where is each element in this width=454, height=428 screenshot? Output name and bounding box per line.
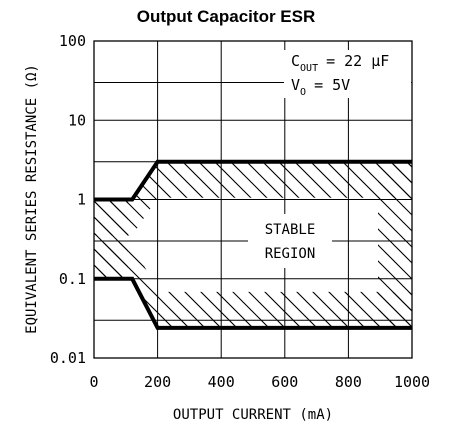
- vo-annotation: VO = 5V: [291, 76, 350, 98]
- boundary-curve-upper: [94, 159, 412, 202]
- hatch-line: [414, 41, 454, 358]
- hatch-line: [94, 242, 220, 328]
- x-tick-label: 800: [335, 373, 362, 391]
- vo-symbol: V: [291, 76, 300, 94]
- series-group: [94, 159, 412, 330]
- hatch-line: [0, 41, 27, 358]
- hatch-line: [94, 242, 396, 328]
- hatch-line: [430, 41, 454, 358]
- y-tick-label: 0.1: [59, 270, 86, 288]
- x-tick-labels: 0 200 400 600 800 1000: [89, 373, 430, 391]
- hatch-line: [109, 242, 412, 328]
- hatch-line: [94, 161, 300, 236]
- hatch-line: [94, 242, 204, 328]
- hatch-line: [94, 242, 236, 328]
- y-tick-labels: 0.01 0.1 1 10 100: [50, 32, 86, 367]
- hatch-line: [0, 41, 107, 358]
- hatch-line: [446, 41, 454, 358]
- y-tick-label: 0.01: [50, 349, 86, 367]
- chart-title: Output Capacitor ESR: [137, 7, 316, 26]
- hatch-line: [378, 196, 412, 232]
- y-tick-label: 100: [59, 32, 86, 50]
- hatch-line: [94, 242, 380, 328]
- hatch-line: [378, 292, 412, 328]
- vo-subscript: O: [300, 87, 306, 98]
- hatch-line: [94, 242, 316, 328]
- region-label-background: [248, 214, 332, 268]
- hatch-line: [94, 242, 348, 328]
- hatch-line: [414, 41, 454, 358]
- hatch-line: [0, 41, 107, 358]
- hatch-line: [378, 180, 412, 216]
- hatch-line: [0, 41, 11, 358]
- y-tick-label: 10: [68, 111, 86, 129]
- hatch-line: [94, 242, 252, 328]
- hatch-line: [430, 41, 454, 358]
- boundary-curve-lower: [94, 276, 412, 330]
- hatch-line: [0, 41, 27, 358]
- hatch-line: [430, 41, 454, 358]
- cout-subscript: OUT: [300, 63, 318, 74]
- cout-annotation: COUT = 22 μF: [291, 52, 389, 74]
- y-tick-label: 1: [77, 191, 86, 209]
- cout-symbol: C: [291, 52, 300, 70]
- hatch-line: [0, 41, 11, 358]
- hatch-line: [446, 41, 454, 358]
- region-label-line1: STABLE: [265, 222, 316, 238]
- region-label-line2: REGION: [265, 246, 316, 262]
- hatch-line: [378, 276, 412, 312]
- hatch-line: [0, 41, 11, 358]
- hatch-line: [0, 41, 27, 358]
- vo-value: = 5V: [314, 76, 350, 94]
- hatch-line: [414, 41, 454, 358]
- y-axis-label: EQUIVALENT SERIES RESISTANCE (Ω): [24, 64, 40, 334]
- hatch-line: [94, 242, 300, 328]
- hatch-line: [0, 41, 27, 358]
- x-tick-label: 200: [144, 373, 171, 391]
- hatch-line: [94, 242, 268, 328]
- hatch-line: [430, 41, 454, 358]
- hatch-line: [446, 41, 454, 358]
- x-tick-label: 400: [208, 373, 235, 391]
- svg-text:COUT= 22 μF: COUT = 22 μF: [291, 52, 389, 74]
- svg-text:VO= 5V: VO = 5V: [291, 76, 350, 98]
- hatch-line: [414, 41, 454, 358]
- hatch-line: [94, 242, 284, 328]
- x-tick-label: 600: [271, 373, 298, 391]
- hatch-line: [446, 41, 454, 358]
- hatch-line: [94, 242, 412, 328]
- hatch-line: [0, 41, 11, 358]
- hatch-line: [94, 161, 108, 236]
- x-tick-label: 0: [89, 373, 98, 391]
- hatch-line: [94, 242, 364, 328]
- hatch-line: [94, 242, 332, 328]
- x-tick-label: 1000: [394, 373, 430, 391]
- hatch-line: [94, 242, 108, 328]
- x-axis-label: OUTPUT CURRENT (mA): [173, 407, 333, 423]
- annotation-background: [284, 50, 411, 98]
- cout-value: = 22 μF: [326, 52, 389, 70]
